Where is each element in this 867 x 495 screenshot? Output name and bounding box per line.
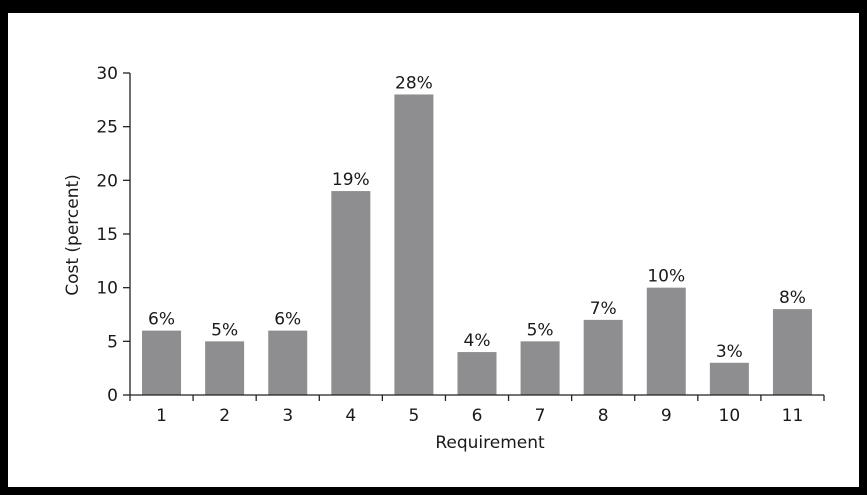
y-tick-label: 30 <box>96 64 118 84</box>
data-label: 3% <box>716 342 743 362</box>
y-tick-label: 5 <box>107 332 118 352</box>
x-tick-label: 8 <box>598 406 609 426</box>
y-tick-label: 15 <box>96 225 118 245</box>
data-label: 5% <box>527 320 554 340</box>
data-label: 6% <box>148 310 175 330</box>
x-tick-label: 11 <box>782 406 804 426</box>
data-label: 7% <box>590 299 617 319</box>
y-tick-label: 20 <box>96 171 118 191</box>
x-tick-label: 7 <box>535 406 546 426</box>
data-label: 19% <box>332 170 370 190</box>
y-axis-label: Cost (percent) <box>63 174 83 296</box>
data-label: 5% <box>211 320 238 340</box>
bar <box>457 352 497 395</box>
bar <box>709 362 749 395</box>
x-tick-label: 6 <box>472 406 483 426</box>
y-tick-label: 25 <box>96 118 118 138</box>
data-label: 8% <box>779 288 806 308</box>
bar <box>520 341 560 395</box>
x-tick-label: 10 <box>719 406 741 426</box>
bar <box>583 319 623 395</box>
y-axis-ticks: 0 5 10 15 20 25 30 <box>96 64 130 406</box>
x-tick-label: 2 <box>219 406 230 426</box>
bar <box>142 330 182 395</box>
bar <box>394 94 434 395</box>
x-axis-ticks <box>129 395 825 401</box>
y-tick-label: 10 <box>96 279 118 299</box>
data-label: 4% <box>464 331 491 351</box>
bar <box>331 191 371 395</box>
bar <box>772 309 812 395</box>
x-tick-label: 9 <box>661 406 672 426</box>
data-label: 10% <box>647 267 685 287</box>
x-tick-label: 4 <box>345 406 356 426</box>
x-tick-label: 3 <box>282 406 293 426</box>
data-labels: 6% 5% 6% 19% 28% 4% 5% 7% 10% 3% 8% <box>148 73 806 361</box>
x-category-labels: 1 2 3 4 5 6 7 8 9 10 11 <box>156 406 803 426</box>
x-tick-label: 1 <box>156 406 167 426</box>
data-label: 28% <box>395 73 433 93</box>
bar <box>268 330 308 395</box>
data-label: 6% <box>274 310 301 330</box>
bars <box>142 94 812 395</box>
x-tick-label: 5 <box>408 406 419 426</box>
bar <box>205 341 245 395</box>
x-axis-label: Requirement <box>435 433 545 453</box>
bar <box>646 287 686 395</box>
y-tick-label: 0 <box>107 386 118 406</box>
